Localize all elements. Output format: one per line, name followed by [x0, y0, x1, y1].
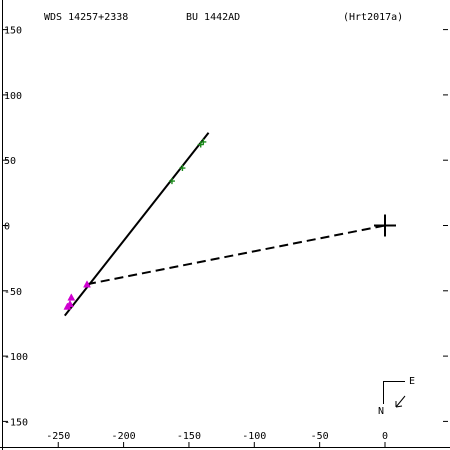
y-tick-label: -150 [4, 417, 28, 428]
x-tick-label: -150 [177, 431, 201, 442]
y-tick-label: 150 [4, 26, 22, 37]
observation-plus-point [179, 165, 186, 172]
observation-plus-point [168, 178, 175, 185]
direction-arrowhead-icon-b [395, 405, 403, 408]
orbit-ref-label: (Hrt2017a) [343, 12, 403, 23]
y-tick-label: 0 [4, 222, 10, 233]
pair-label: BU 1442AD [186, 12, 240, 23]
observation-triangle-point [66, 299, 74, 308]
compass-east-label: E [409, 376, 415, 387]
x-tick-label: -200 [112, 431, 136, 442]
data-marks [63, 138, 396, 310]
observation-triangle-point [83, 280, 91, 288]
compass: E N [378, 376, 415, 417]
y-tick-label: -100 [4, 352, 28, 363]
observation-triangle-point [67, 293, 76, 301]
x-tick-label: 0 [382, 431, 388, 442]
y-tick-label: -50 [4, 287, 22, 298]
compass-north-label: N [378, 406, 384, 417]
direction-arrow-icon [395, 395, 406, 408]
x-tick-label: -250 [46, 431, 70, 442]
wds-id-label: WDS 14257+2338 [44, 12, 128, 23]
y-tick-label: 50 [4, 156, 16, 167]
x-tick-label: -100 [242, 431, 266, 442]
dashed-connector [86, 224, 386, 286]
y-tick-label: 100 [4, 91, 22, 102]
observation-plus-point [197, 141, 204, 148]
x-tick-label: -50 [311, 431, 329, 442]
axis-ticks: -250 -200 -150 -100 -50 0 150 100 50 0 -50 -100 -150 [3, 26, 448, 447]
